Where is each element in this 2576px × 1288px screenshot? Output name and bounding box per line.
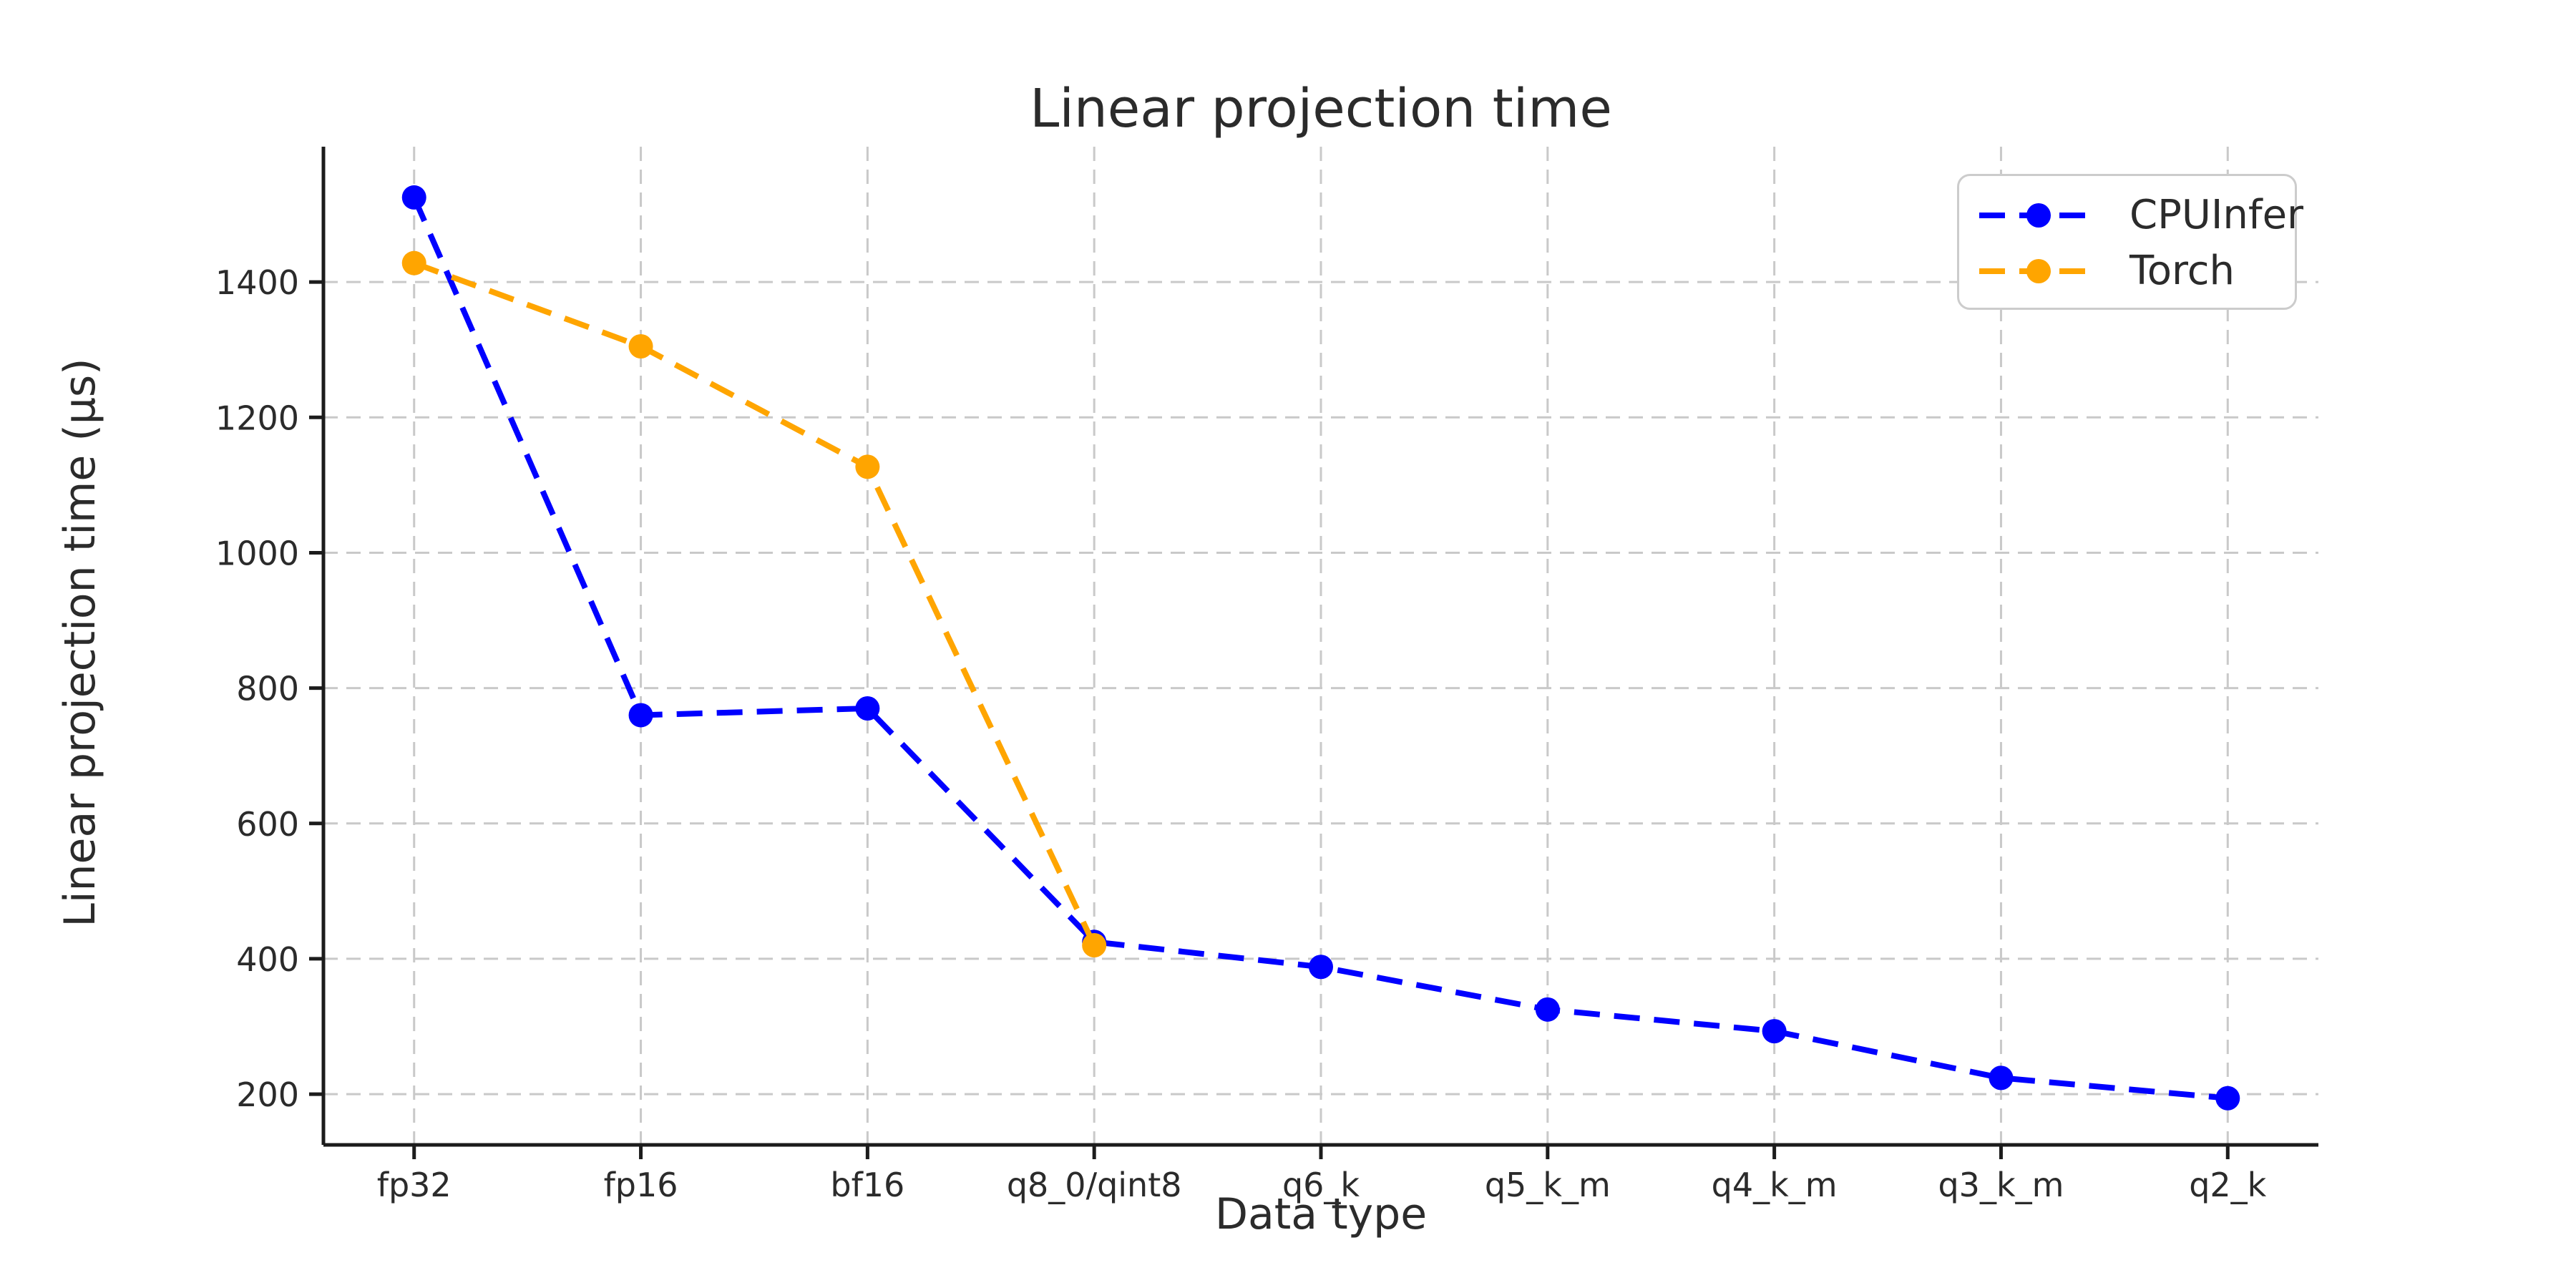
legend-label: Torch <box>2129 248 2235 294</box>
series-line-torch <box>413 260 1097 947</box>
x-axis-label: Data type <box>1214 1189 1428 1239</box>
y-tick-label: 1200 <box>215 399 299 437</box>
legend-marker-icon <box>1979 259 2098 283</box>
legend-item-cpuinfer: CPUInfer <box>1978 187 2303 243</box>
series-point-cpuinfer <box>1989 1065 2014 1091</box>
series-point-cpuinfer <box>855 696 880 721</box>
x-tick-label: fp16 <box>604 1166 678 1204</box>
x-tick-label: q6_k <box>1282 1166 1360 1204</box>
series-point-torch <box>1082 933 1107 957</box>
y-tick-label: 200 <box>236 1075 299 1114</box>
series-point-cpuinfer <box>1762 1019 1787 1044</box>
series-point-torch <box>855 454 880 479</box>
series-point-cpuinfer <box>628 703 653 728</box>
y-axis-label: Linear projection time (μs) <box>55 358 105 927</box>
legend-item-torch: Torch <box>1978 243 2295 299</box>
y-tick-label: 800 <box>236 670 299 708</box>
series-point-torch <box>628 334 653 358</box>
y-tick-label: 600 <box>236 805 299 844</box>
series-point-cpuinfer <box>401 185 426 210</box>
y-tick-label: 1000 <box>215 534 299 572</box>
legend: CPUInfer Torch <box>1957 174 2303 310</box>
x-tick-label: q2_k <box>2189 1166 2266 1204</box>
series-point-cpuinfer <box>2215 1085 2240 1111</box>
series-point-cpuinfer <box>1535 997 1560 1022</box>
x-tick-label: fp32 <box>377 1166 452 1204</box>
legend-marker-icon <box>1979 203 2098 228</box>
y-tick-label: 400 <box>236 940 299 979</box>
x-tick-label: bf16 <box>830 1166 904 1204</box>
series-point-torch <box>401 250 426 275</box>
x-tick-label: q5_k_m <box>1485 1166 1611 1204</box>
legend-label: CPUInfer <box>2129 192 2304 238</box>
series-point-cpuinfer <box>1309 955 1333 980</box>
x-tick-label: q4_k_m <box>1712 1166 1838 1204</box>
x-tick-label: q8_0/qint8 <box>1007 1166 1182 1204</box>
x-tick-label: q3_k_m <box>1938 1166 2064 1204</box>
chart-title: Linear projection time <box>1030 78 1612 140</box>
y-tick-label: 1400 <box>215 263 299 302</box>
